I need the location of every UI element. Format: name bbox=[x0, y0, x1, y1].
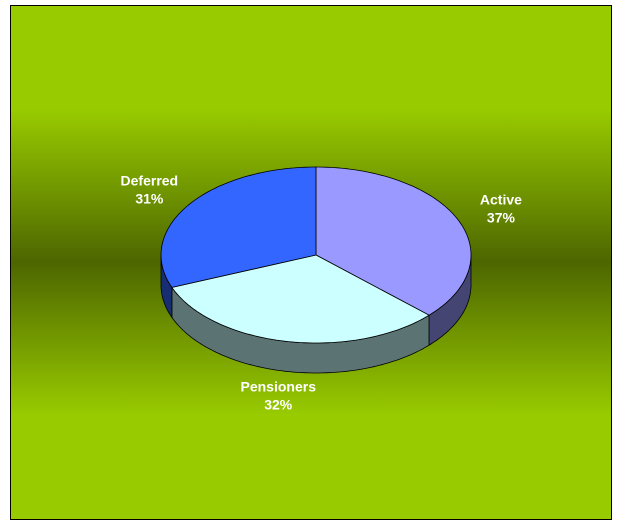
slice bbox=[171, 254, 430, 344]
slice-value-label: 31% bbox=[135, 190, 164, 206]
slice bbox=[160, 166, 317, 288]
slice bbox=[315, 166, 472, 316]
slice-value-label: 37% bbox=[487, 209, 516, 225]
slice-label: Active bbox=[480, 191, 522, 207]
slice-value-label: 32% bbox=[264, 397, 293, 413]
slice-label: Deferred bbox=[121, 172, 179, 188]
slice-label: Pensioners bbox=[241, 379, 317, 395]
